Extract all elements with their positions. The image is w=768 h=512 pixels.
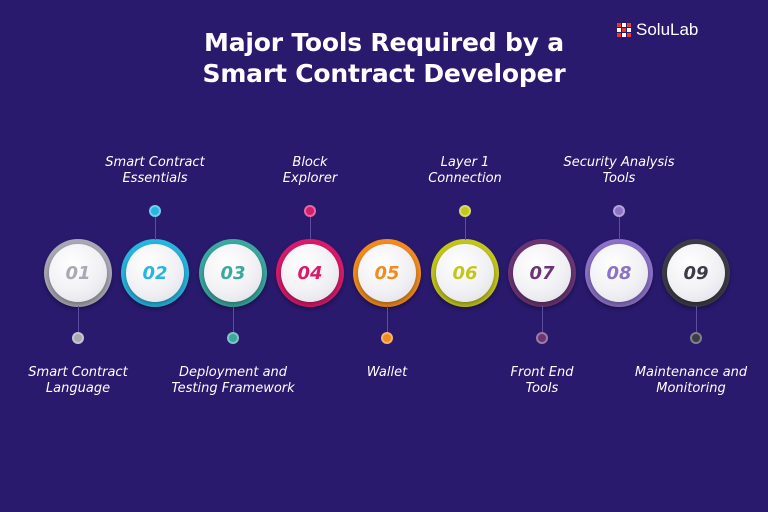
step-connector	[78, 306, 79, 332]
step-connector	[542, 306, 543, 332]
step-dot	[72, 332, 84, 344]
step-number: 04	[281, 244, 339, 302]
step-label: Smart Contract Language	[3, 365, 153, 397]
step-label-line-2: Testing Framework	[171, 381, 295, 396]
step-label: Security Analysis Tools	[544, 155, 694, 187]
step-number: 07	[513, 244, 571, 302]
step-number: 09	[667, 244, 725, 302]
step-label: Block Explorer	[235, 155, 385, 187]
step-connector	[619, 214, 620, 240]
step-number: 02	[126, 244, 184, 302]
step-number: 06	[436, 244, 494, 302]
step-label-line-1: Block	[292, 155, 328, 170]
step-dot	[613, 205, 625, 217]
step-dot	[536, 332, 548, 344]
step-dot	[690, 332, 702, 344]
step-label: Front End Tools	[467, 365, 617, 397]
step-label-line-2: Connection	[428, 171, 502, 186]
step-label-line-1: Wallet	[366, 365, 408, 380]
step-label-line-2: Tools	[602, 171, 636, 186]
step-label-line-2: Essentials	[122, 171, 188, 186]
step-label-line-1: Layer 1	[440, 155, 490, 170]
step-label: Deployment and Testing Framework	[158, 365, 308, 397]
step-number: 05	[358, 244, 416, 302]
step-label-line-1: Deployment and	[178, 365, 288, 380]
solulab-logo-icon	[617, 23, 631, 37]
step-label: Layer 1 Connection	[390, 155, 540, 187]
step-label: Wallet	[312, 365, 462, 381]
step-label-line-2: Tools	[525, 381, 559, 396]
step-label-line-1: Maintenance and	[634, 365, 748, 380]
step-number: 08	[590, 244, 648, 302]
title-line-2: Smart Contract Developer	[202, 59, 566, 88]
brand-name: SoluLab	[636, 20, 699, 39]
step-dot	[459, 205, 471, 217]
step-dot	[381, 332, 393, 344]
step-label-line-1: Smart Contract	[105, 155, 205, 170]
brand-logo: SoluLab	[617, 19, 698, 41]
step-connector	[310, 214, 311, 240]
step-dot	[149, 205, 161, 217]
step-connector	[696, 306, 697, 332]
step-label-line-2: Explorer	[282, 171, 338, 186]
step-label-line-1: Smart Contract	[28, 365, 128, 380]
step-label: Smart Contract Essentials	[80, 155, 230, 187]
title-line-1: Major Tools Required by a	[204, 28, 564, 57]
step-connector	[155, 214, 156, 240]
step-number: 03	[204, 244, 262, 302]
step-dot	[304, 205, 316, 217]
step-connector	[233, 306, 234, 332]
step-label-line-1: Security Analysis	[563, 155, 675, 170]
step-number: 01	[49, 244, 107, 302]
step-label-line-1: Front End	[510, 365, 574, 380]
step-connector	[465, 214, 466, 240]
step-label-line-2: Language	[45, 381, 111, 396]
step-label: Maintenance and Monitoring	[616, 365, 766, 397]
step-dot	[227, 332, 239, 344]
step-connector	[387, 306, 388, 332]
step-label-line-2: Monitoring	[656, 381, 726, 396]
